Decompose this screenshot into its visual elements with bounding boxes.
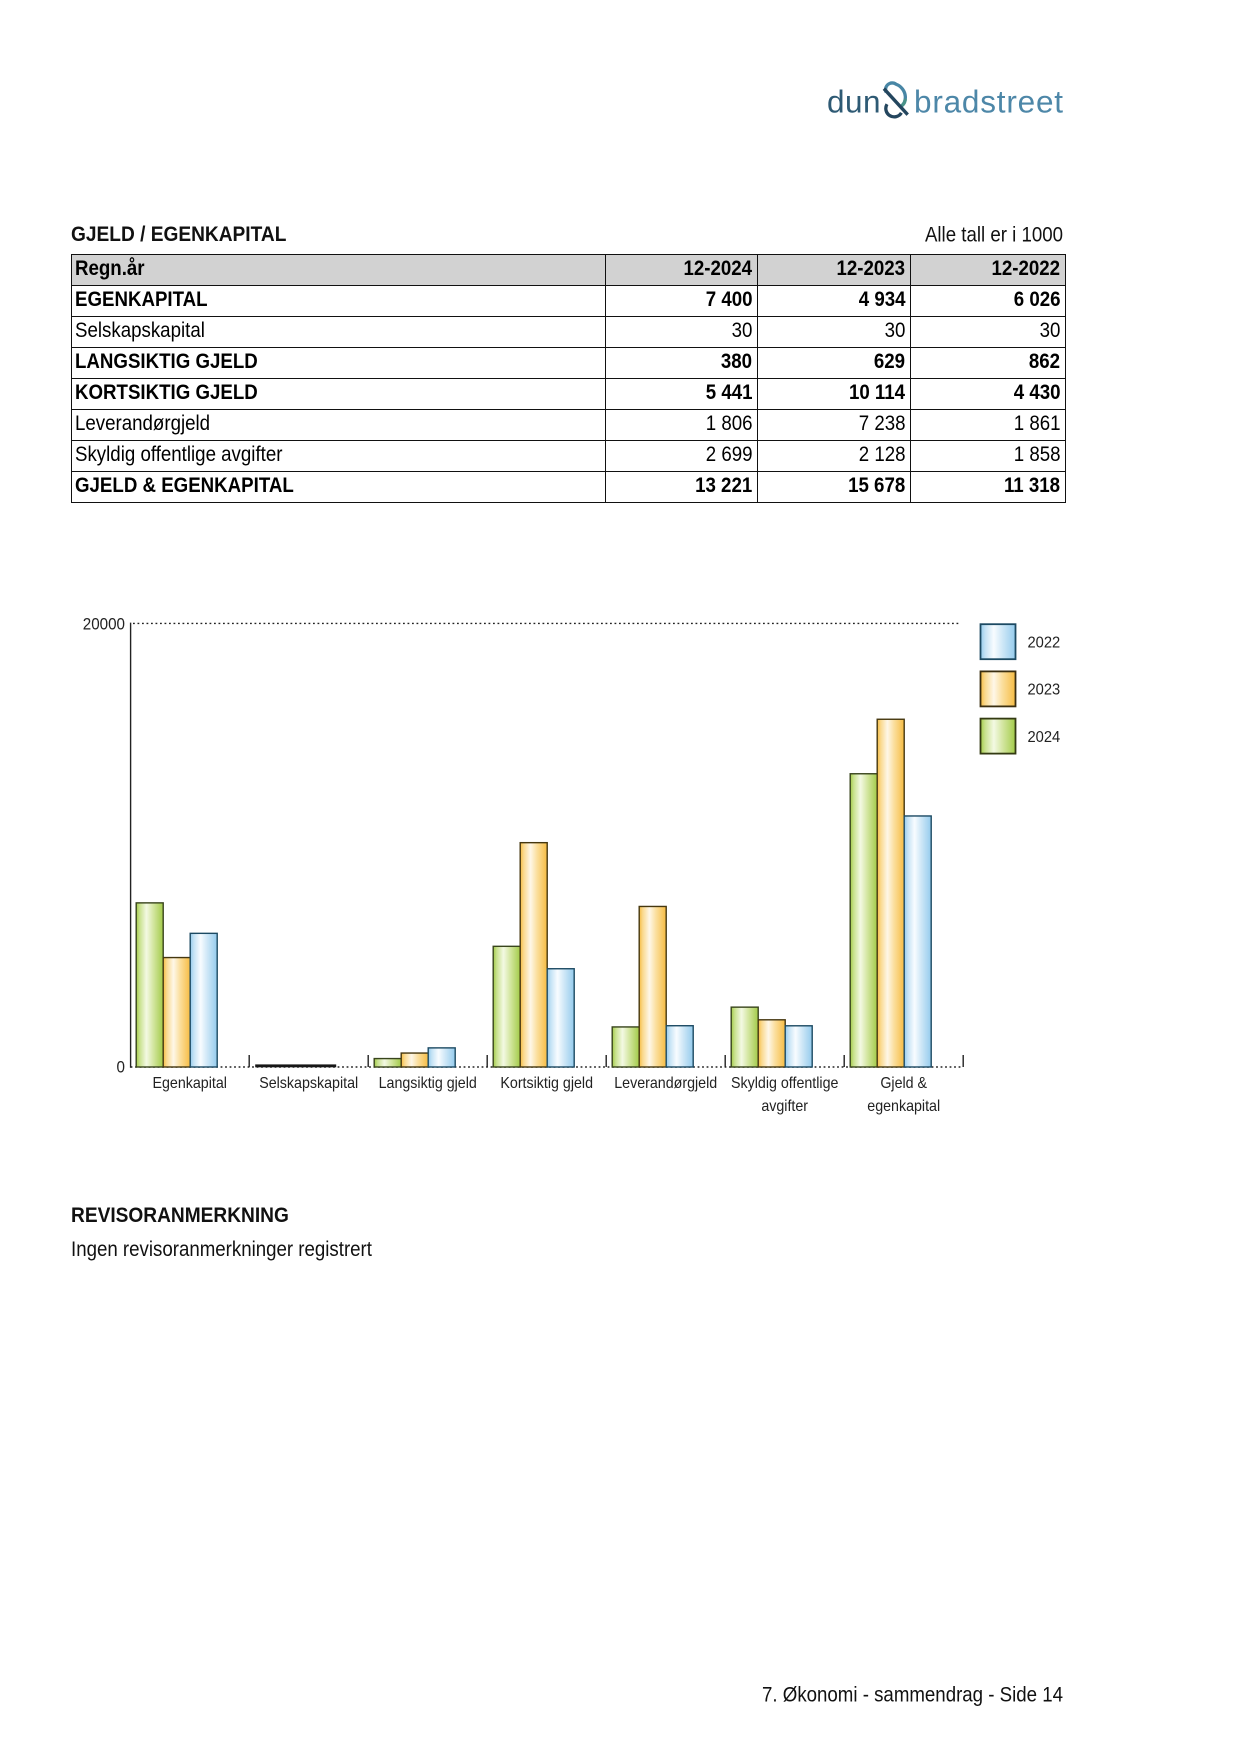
svg-text:Langsiktig gjeld: Langsiktig gjeld xyxy=(379,1076,477,1093)
svg-text:Skyldig offentlige: Skyldig offentlige xyxy=(731,1076,838,1093)
svg-text:GJELD / EGENKAPITAL: GJELD / EGENKAPITAL xyxy=(71,223,286,246)
svg-text:7. Økonomi - sammendrag - Side: 7. Økonomi - sammendrag - Side 14 xyxy=(762,1684,1063,1707)
svg-text:20000: 20000 xyxy=(83,616,125,634)
svg-text:2023: 2023 xyxy=(1028,681,1061,699)
svg-text:Leverandørgjeld: Leverandørgjeld xyxy=(614,1076,717,1093)
svg-text:bradstreet: bradstreet xyxy=(914,84,1064,120)
svg-text:egenkapital: egenkapital xyxy=(867,1099,940,1116)
svg-text:Ingen revisoranmerkninger regi: Ingen revisoranmerkninger registrert xyxy=(71,1238,372,1261)
svg-text:avgifter: avgifter xyxy=(761,1099,808,1116)
svg-text:2024: 2024 xyxy=(1028,728,1061,746)
svg-text:REVISORANMERKNING: REVISORANMERKNING xyxy=(71,1204,289,1227)
svg-text:Gjeld &: Gjeld & xyxy=(880,1076,927,1093)
svg-text:Selskapskapital: Selskapskapital xyxy=(259,1076,358,1093)
svg-text:Alle tall er i 1000: Alle tall er i 1000 xyxy=(925,224,1063,247)
svg-text:2022: 2022 xyxy=(1028,634,1061,652)
svg-text:dun: dun xyxy=(827,84,881,120)
svg-text:Egenkapital: Egenkapital xyxy=(152,1076,226,1093)
svg-text:0: 0 xyxy=(117,1059,126,1077)
svg-text:Kortsiktig gjeld: Kortsiktig gjeld xyxy=(500,1076,593,1093)
